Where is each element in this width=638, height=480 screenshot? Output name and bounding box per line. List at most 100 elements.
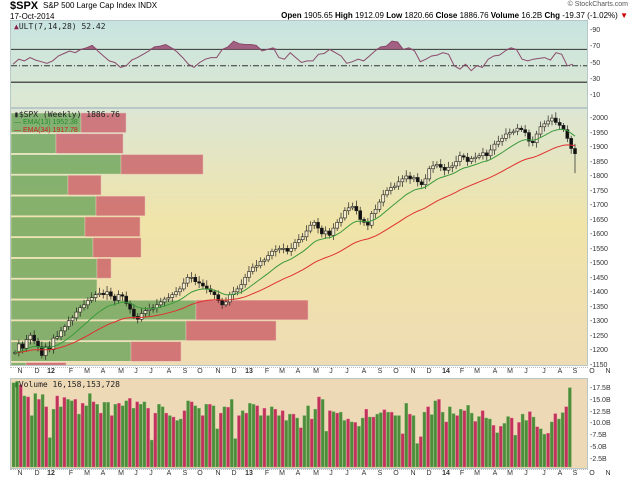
volume-label: ▮Volume 16,158,153,728 [14,380,120,389]
open-value: 1905.65 [303,11,333,20]
x-tick-label: M [279,470,285,477]
chart-date: 17-Oct-2014 [10,12,55,21]
axis-tick-label: -1550 [590,245,608,253]
ema13-legend: — EMA(13) 1952.38 [14,119,78,126]
x-tick-label: F [68,368,74,375]
x-tick-label: J [542,368,546,375]
x-tick-label: D [426,368,432,375]
x-tick-label: S [182,368,188,375]
x-tick-label: 13 [245,368,253,375]
axis-tick-label: -1800 [590,173,608,180]
x-tick-label: A [166,368,172,375]
axis-tick-label: -5.0B [590,444,607,451]
x-tick-label: N [605,368,611,375]
x-tick-label: O [393,368,399,375]
x-tick-label: J [329,368,333,375]
axis-tick-label: -2.5B [590,455,607,463]
x-tick-label: M [84,470,90,477]
close-label: Close [435,11,458,20]
x-tick-label: M [279,368,285,375]
x-tick-label: M [474,368,480,375]
x-tick-label: S [377,368,383,375]
x-tick-label: J [134,368,138,375]
x-tick-label: 12 [47,470,55,477]
x-tick-label: N [215,470,221,477]
credit: © StockCharts.com [567,1,628,8]
axis-tick-label: -15.0B [590,396,611,404]
axis-tick-label: -1650 [590,216,608,224]
x-tick-label: D [34,368,40,375]
axis-tick-label: -17.5B [590,385,611,392]
x-tick-label: D [231,470,237,477]
volume-value: 16.2B [521,11,543,20]
axis-tick-label: -1350 [590,303,608,311]
chg-label: Chg [544,11,561,20]
volume-panel: ▮Volume 16,158,153,728 [10,378,588,469]
x-tick-label: D [34,470,40,477]
axis-tick-label: -90 [590,27,601,34]
x-tick-label: D [231,368,237,375]
axis-tick-label: -12.5B [590,408,611,416]
x-tick-label: 13 [245,470,253,477]
x-tick-label: M [507,368,513,375]
high-value: 1912.09 [355,11,384,20]
x-tick-label: M [474,470,480,477]
x-tick-label: J [524,368,528,375]
axis-tick-label: -1150 [590,361,608,369]
axis-tick-label: -1500 [590,260,608,267]
symbol: $SPX [10,0,39,12]
axis-tick-label: -1450 [590,274,608,282]
axis-tick-label: -1950 [590,129,608,137]
ult-plot [11,40,587,83]
x-tick-label: A [492,470,498,477]
x-tick-label: A [361,368,367,375]
axis-tick-label: -1750 [590,187,608,195]
x-tick-label: S [182,470,188,477]
x-tick-label: A [100,368,106,375]
axis-tick-label: -30 [590,75,601,83]
axis-tick-label: -1850 [590,158,608,166]
x-tick-label: J [329,470,333,477]
x-tick-label: A [492,368,498,375]
x-axis-top: N D 12 F M A M J J A S O N D 13 F M A M J J A S O N D 14 F M A M J J A S O N [10,367,611,377]
candlestick-icon: ▮ [14,110,19,119]
axis-tick-label: -10.0B [590,420,611,428]
x-tick-label: A [295,470,301,477]
axis-tick-label: -70 [590,43,601,51]
close-value: 1886.76 [459,11,489,20]
axis-tick-label: -2000 [590,115,608,122]
ult-panel: ▲ULT(7,14,28) 52.42 [10,20,588,108]
x-tick-label: N [410,470,416,477]
chg-value: -19.37 (-1.02%) [562,11,618,20]
open-label: Open [281,11,302,20]
x-tick-label: O [589,368,595,375]
x-tick-label: J [149,368,153,375]
low-value: 1820.66 [404,11,434,20]
x-tick-label: M [313,470,319,477]
low-label: Low [386,11,403,20]
axis-tick-label: -1250 [590,332,608,340]
x-tick-label: M [507,470,513,477]
x-tick-label: O [197,368,203,375]
x-tick-label: S [572,470,578,477]
x-tick-label: F [264,368,270,375]
x-tick-label: D [426,470,432,477]
ohlc-summary: Open 1905.65 High 1912.09 Low 1820.66 Cl… [281,11,628,20]
x-tick-label: N [605,470,611,477]
x-tick-label: M [118,470,124,477]
price-panel: ▮$SPX (Weekly) 1886.76 — EMA(13) 1952.38… [10,108,588,366]
x-tick-label: F [264,470,270,477]
x-tick-label: J [345,470,349,477]
x-tick-label: J [524,470,528,477]
x-axis-bottom: N D 12 F M A M J J A S O N D 13 F M A M J J A S O N D 14 F M A M J J A S O N [10,469,611,479]
symbol-name: S&P 500 Large Cap Index INDX [43,1,158,10]
axis-tick-label: -1900 [590,144,608,151]
volume-label: Volume [490,11,520,20]
x-tick-label: S [572,368,578,375]
axis-tick-label: -50 [590,59,601,67]
axis-tick-label: -1400 [590,289,608,296]
mountain-icon: ▲ [14,22,19,31]
x-tick-label: A [557,368,563,375]
ult-label: ▲ULT(7,14,28) 52.42 [14,22,106,31]
x-tick-label: N [410,368,416,375]
